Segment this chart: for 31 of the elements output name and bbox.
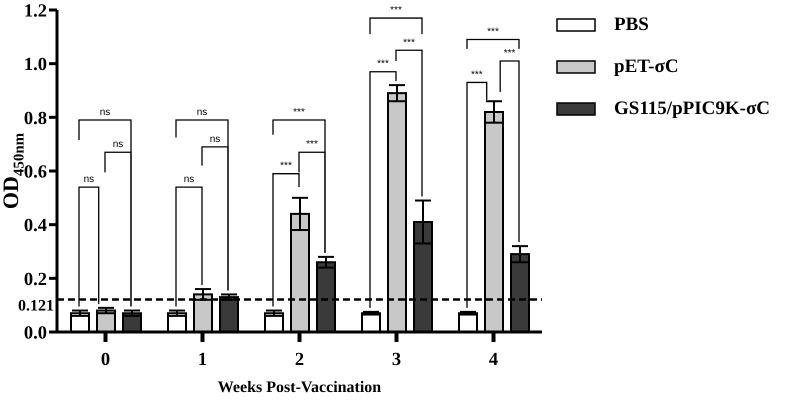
annotation: *** bbox=[403, 37, 415, 48]
legend-label: PBS bbox=[614, 14, 649, 36]
annotation: ns bbox=[112, 139, 124, 150]
annotation: *** bbox=[487, 26, 499, 38]
annotation: *** bbox=[471, 69, 483, 80]
x-tick-label: 3 bbox=[392, 350, 402, 370]
annotation: ns bbox=[84, 174, 94, 186]
legend-label: GS115/pPIC9K-σC bbox=[614, 98, 770, 120]
annotation: ns bbox=[184, 174, 194, 186]
y-tick-label: 0.4 bbox=[24, 216, 47, 236]
annotation: *** bbox=[306, 139, 318, 150]
annotation: *** bbox=[377, 58, 389, 70]
x-tick-label: 0 bbox=[100, 350, 110, 370]
x-axis-title: Weeks Post-Vaccination bbox=[218, 379, 382, 396]
x-tick-label: 2 bbox=[294, 350, 304, 370]
x-tick-label: 4 bbox=[488, 350, 498, 370]
annotation: *** bbox=[390, 5, 402, 16]
ref-line-label: 0.121 bbox=[18, 298, 54, 315]
x-tick-label: 1 bbox=[198, 350, 208, 370]
annotation: *** bbox=[280, 160, 292, 172]
legend-label: pET-σC bbox=[614, 56, 679, 78]
annotation: ns bbox=[100, 107, 110, 118]
annotation: *** bbox=[293, 107, 305, 118]
annotation: ns bbox=[210, 134, 220, 145]
annotation: *** bbox=[504, 48, 516, 59]
y-tick-label: 1.0 bbox=[24, 55, 47, 76]
annotation: ns bbox=[196, 107, 208, 118]
y-tick-label: 1.2 bbox=[24, 2, 47, 22]
y-tick-label: 0.8 bbox=[24, 108, 47, 129]
y-tick-label: 0.2 bbox=[24, 270, 47, 290]
y-tick-label: 0.0 bbox=[24, 324, 47, 344]
